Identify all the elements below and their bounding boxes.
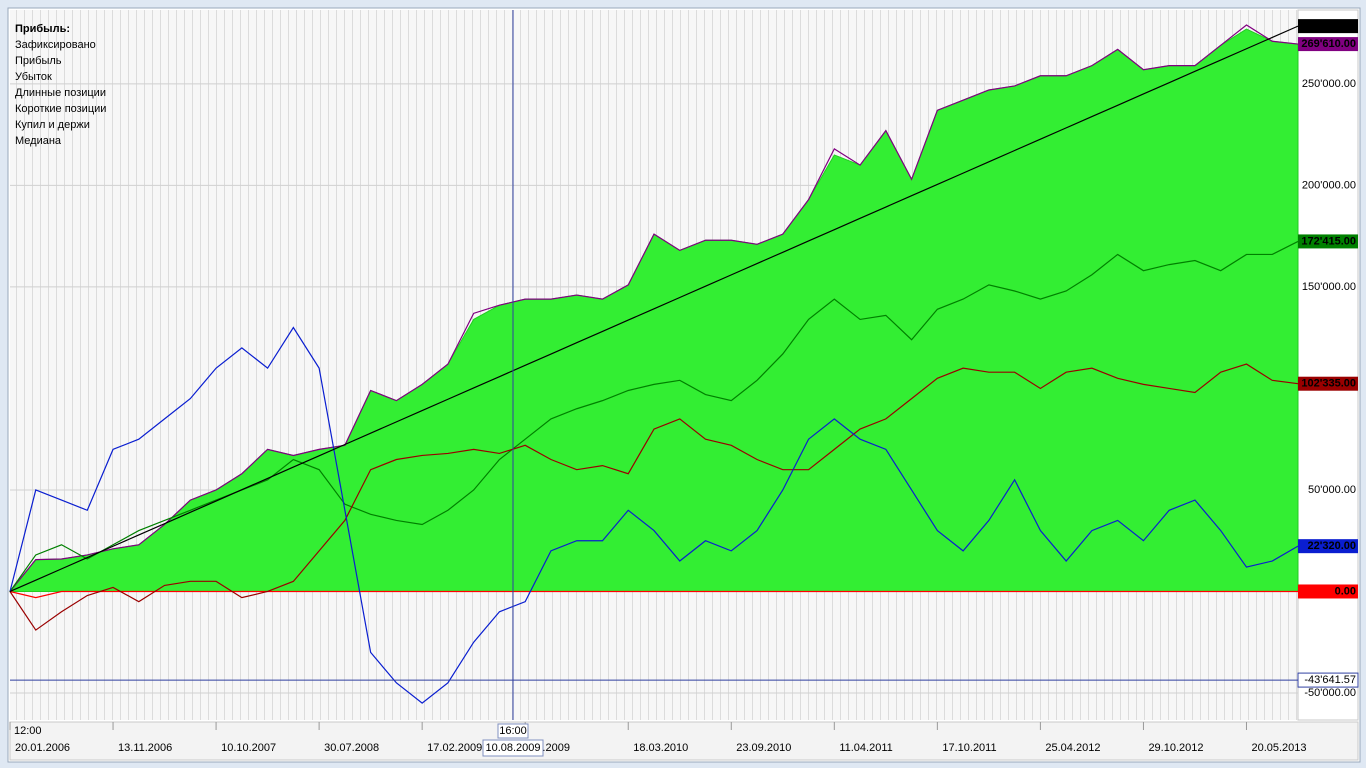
end-value-label: 0.00 [1335,585,1356,597]
y-tick-label: 150'000.00 [1302,281,1356,293]
x-tick-label: 18.03.2010 [633,742,688,754]
time-axis-panel [9,721,1359,761]
end-value-box [1298,37,1358,52]
y-tick-label: -50'000.00 [1304,687,1356,699]
crosshair-time-box [497,723,529,739]
legend-entry: Длинные позиции [15,87,106,99]
end-value-label: 172'415.00 [1301,235,1356,247]
value-axis-panel [1297,9,1359,721]
y-tick-label: 50'000.00 [1308,484,1356,496]
crosshair-value-label: -43'641.57 [1304,674,1356,686]
crosshair-date-box [482,739,544,757]
end-value-label: 269'610.00 [1301,38,1356,50]
y-tick-label: 250'000.00 [1302,78,1356,90]
y-tick-label: 200'000.00 [1302,179,1356,191]
end-value-box [1298,539,1358,554]
end-value-label: 22'320.00 [1308,540,1357,552]
crosshair-value-box [1297,672,1359,688]
legend-entry: Убыток [15,71,52,83]
legend-entry: Купил и держи [15,119,90,131]
x-tick-label: 10.10.2007 [221,742,276,754]
x-tick-label: 20.05.2013 [1251,742,1306,754]
end-value-box [1298,19,1358,34]
series-line [9,25,1299,593]
series-line [9,24,1299,592]
end-value-box [1298,234,1358,249]
legend-title: Прибыль: [15,23,70,35]
crosshair-time-label: 16:00 [499,725,527,737]
end-value-box [1298,584,1358,599]
end-value-label: 278'458.42 [1301,20,1356,32]
x-tick-label: 11.04.2011 [839,742,892,754]
series-line [9,326,1299,704]
end-value-label: 102'335.00 [1301,378,1356,390]
legend-entry: Прибыль [15,55,62,67]
x-tick-label: 25.04.2012 [1045,742,1100,754]
x-tick-label: 20.01.2006 [15,742,70,754]
series-line [9,590,1298,599]
crosshair-date-label: 10.08.2009 [485,742,540,754]
x-tick-label: 29.10.2012 [1148,742,1203,754]
x-tick-label: 30.07.2008 [324,742,379,754]
legend-entry: Короткие позиции [15,103,106,115]
x-tick-label: 13.11.2006 [118,742,172,754]
end-value-box [1298,376,1358,391]
legend-entry: Медиана [15,135,62,147]
x-tick-label: 23.09.2010 [736,742,791,754]
time-axis-label: 12:00 [14,725,42,737]
x-tick-label: 17.10.2011 [942,742,996,754]
legend-entry: Зафиксировано [15,39,96,51]
x-tick-label: 17.02.2009 [427,742,482,754]
series-line [9,363,1299,631]
